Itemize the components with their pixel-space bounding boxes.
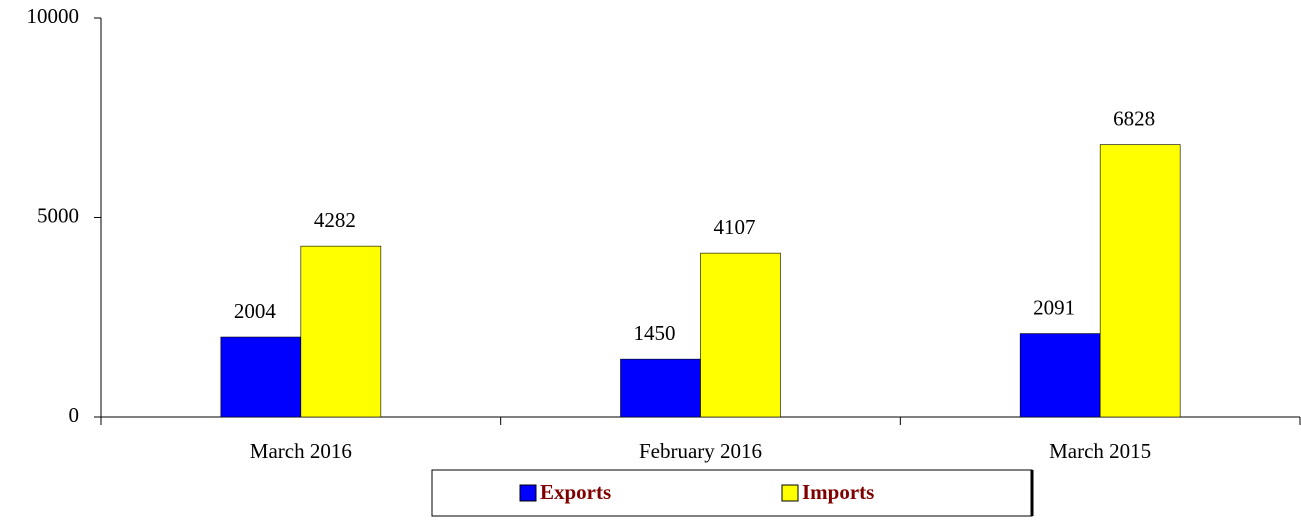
y-tick-label: 0 xyxy=(69,403,80,427)
bar xyxy=(220,336,302,418)
data-label: 2004 xyxy=(234,299,277,323)
bar xyxy=(620,358,701,418)
data-label: 2091 xyxy=(1033,295,1075,319)
x-tick-label: March 2015 xyxy=(1049,439,1151,463)
bar xyxy=(300,245,382,418)
data-label: 6828 xyxy=(1113,106,1155,130)
legend-label: Exports xyxy=(540,480,611,504)
x-tick-label: February 2016 xyxy=(639,439,762,463)
data-label: 1450 xyxy=(634,321,676,345)
data-label: 4107 xyxy=(714,215,756,239)
y-tick-label: 5000 xyxy=(37,203,79,227)
x-tick-label: March 2016 xyxy=(250,439,352,463)
legend-swatch xyxy=(781,484,799,502)
data-label: 4282 xyxy=(314,208,356,232)
y-tick-label: 10000 xyxy=(27,4,80,28)
bar xyxy=(700,252,781,418)
bar xyxy=(1019,333,1101,418)
legend-label: Imports xyxy=(802,480,874,504)
legend-swatch xyxy=(519,484,537,502)
bar xyxy=(1099,144,1181,418)
